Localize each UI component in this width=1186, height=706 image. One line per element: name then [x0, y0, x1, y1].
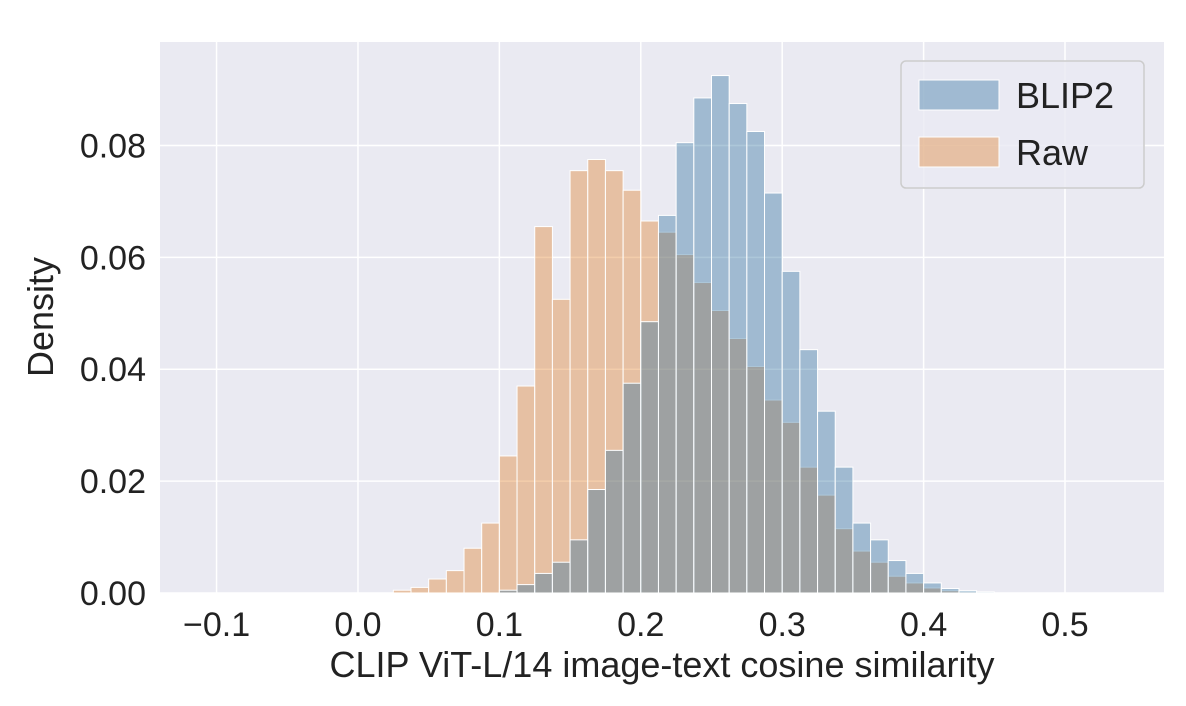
bar-blip2 [905, 572, 925, 594]
x-tick-labels: −0.1 0.0 0.1 0.2 0.3 0.4 0.5 [183, 606, 1089, 644]
y-tick-label: 0.04 [80, 351, 146, 389]
x-axis-label: CLIP ViT-L/14 image-text cosine similari… [330, 644, 995, 685]
blip2-series-bars [498, 75, 995, 594]
bar-raw [551, 298, 571, 594]
bar-blip2 [516, 584, 536, 594]
bar-raw [428, 578, 447, 594]
legend-swatch-raw [918, 136, 1000, 168]
bar-blip2 [976, 591, 995, 594]
bar-blip2 [569, 539, 589, 594]
bar-blip2 [799, 349, 819, 594]
bar-blip2 [640, 321, 659, 594]
y-tick-label: 0.08 [80, 127, 146, 165]
bar-blip2 [834, 466, 854, 594]
bar-blip2 [675, 142, 695, 594]
bar-blip2 [498, 589, 518, 594]
bar-blip2 [817, 410, 836, 594]
x-tick-label: −0.1 [183, 606, 250, 644]
y-tick-label: 0.02 [80, 463, 146, 501]
bar-blip2 [852, 522, 872, 594]
bar-raw [445, 570, 465, 594]
legend-label-blip2: BLIP2 [1016, 75, 1114, 116]
x-tick-label: 0.5 [1041, 606, 1088, 644]
bar-raw [534, 226, 553, 594]
bar-blip2 [746, 131, 766, 594]
bar-blip2 [940, 588, 960, 594]
x-tick-label: 0.1 [476, 606, 523, 644]
x-tick-label: 0.3 [759, 606, 806, 644]
y-tick-label: 0.06 [80, 239, 146, 277]
y-tick-label: 0.00 [80, 575, 146, 613]
x-tick-label: 0.2 [617, 606, 664, 644]
bar-raw [463, 547, 483, 594]
bar-blip2 [887, 560, 907, 594]
bar-raw [392, 589, 412, 594]
bar-blip2 [657, 214, 677, 594]
legend: BLIP2 Raw [900, 60, 1145, 189]
bar-raw [516, 385, 536, 594]
bar-blip2 [710, 75, 730, 594]
gridlines [160, 42, 1164, 594]
bar-blip2 [764, 192, 783, 594]
bar-raw [498, 455, 518, 594]
x-tick-label: 0.0 [334, 606, 381, 644]
bar-blip2 [604, 449, 624, 594]
legend-swatch-blip2 [918, 79, 1000, 111]
bar-raw [410, 586, 430, 594]
bar-blip2 [534, 572, 553, 594]
bar-blip2 [693, 97, 712, 594]
bar-raw [481, 522, 500, 594]
legend-label-raw: Raw [1016, 132, 1089, 173]
bar-blip2 [781, 270, 801, 594]
y-tick-labels: 0.00 0.02 0.04 0.06 0.08 [80, 127, 146, 613]
bar-blip2 [958, 590, 978, 594]
bar-blip2 [551, 561, 571, 594]
bar-blip2 [923, 582, 942, 594]
bar-blip2 [587, 489, 606, 594]
x-tick-label: 0.4 [900, 606, 947, 644]
bar-blip2 [728, 103, 748, 594]
bar-raw [569, 170, 589, 594]
y-axis-label: Density [20, 257, 61, 377]
bar-blip2 [622, 382, 642, 594]
legend-box [900, 60, 1145, 189]
bar-blip2 [870, 539, 889, 594]
